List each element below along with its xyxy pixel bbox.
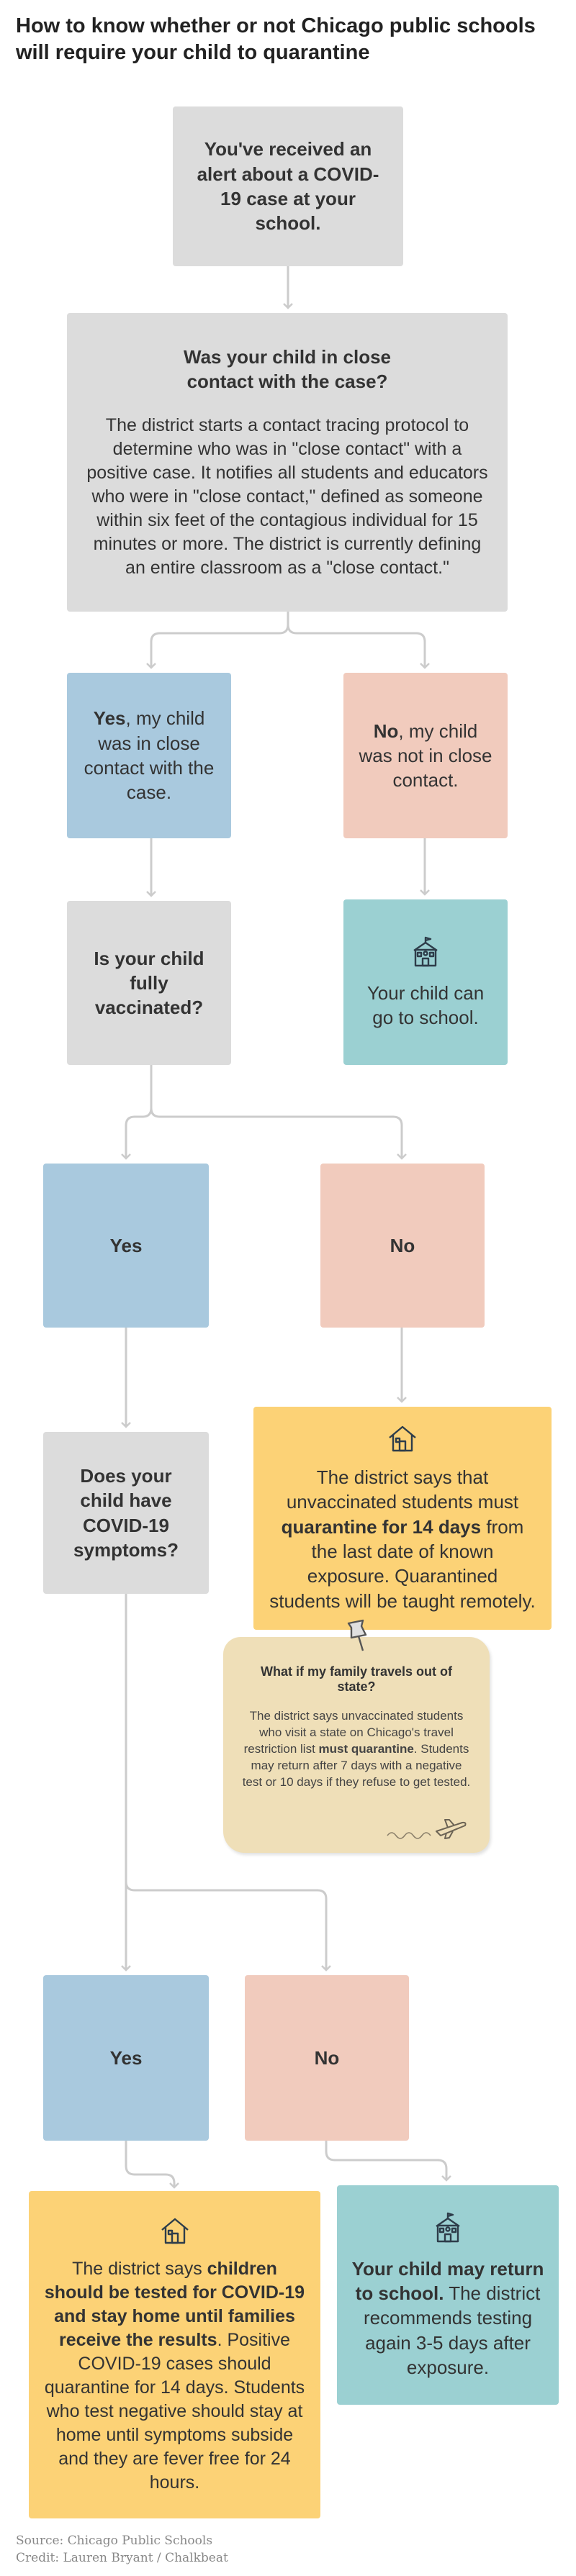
tested-pre: The district says — [72, 2258, 207, 2279]
symptoms-question: Does your child have COVID-19 symptoms? — [73, 1464, 179, 1561]
close-contact-box: Was your child in close contact with the… — [67, 313, 508, 612]
close-contact-question: Was your child in close contact with the… — [184, 345, 391, 392]
footer-credit: Credit: Lauren Bryant / Chalkbeat — [16, 2550, 228, 2565]
alert-box: You've received an alert about a COVID-1… — [173, 106, 403, 266]
no-contact-text: No, my child was not in close contact. — [356, 719, 495, 793]
symptoms-no-label: No — [314, 2046, 340, 2069]
vaccinated-yes-box: Yes — [43, 1164, 209, 1328]
tested-text: The district says children should be tes… — [43, 2257, 306, 2495]
quarantine-pre: The district says that unvaccinated stud… — [286, 1466, 519, 1513]
footer: Source: Chicago Public Schools Credit: L… — [16, 2533, 228, 2567]
yes-contact-box: Yes, my child was in close contact with … — [67, 673, 231, 838]
quarantine-post: from the last date of known exposure. Qu… — [269, 1515, 536, 1612]
no-contact-rest: , my child was not in close contact. — [359, 720, 492, 792]
pushpin-icon — [347, 1619, 367, 1651]
vaccinated-no-label: No — [390, 1234, 415, 1256]
symptoms-question-box: Does your child have COVID-19 symptoms? — [43, 1432, 209, 1594]
vaccinated-question: Is your child fully vaccinated? — [94, 947, 204, 1019]
travel-note-pre: The district says unvaccinated students … — [243, 1709, 464, 1756]
travel-note-bold: must quarantine — [318, 1742, 414, 1756]
vaccinated-question-box: Is your child fully vaccinated? — [67, 901, 231, 1065]
symptoms-yes-box: Yes — [43, 1975, 209, 2141]
return-box: Your child may return to school. The dis… — [337, 2185, 559, 2405]
symptoms-yes-label: Yes — [109, 2046, 143, 2069]
yes-contact-text: Yes, my child was in close contact with … — [80, 706, 218, 804]
no-contact-box: No, my child was not in close contact. — [343, 673, 508, 838]
travel-note-post: . Students may return after 7 days with … — [242, 1742, 471, 1790]
can-go-text: Your child can go to school. — [366, 981, 485, 1028]
close-contact-explanation: The district starts a contact tracing pr… — [86, 415, 488, 579]
house-icon — [389, 1425, 416, 1452]
travel-note: What if my family travels out of state? … — [223, 1637, 490, 1853]
return-bold: Your child may return to school. — [351, 2257, 544, 2305]
yes-contact-rest: , my child was in close contact with the… — [84, 707, 215, 804]
no-contact-bold: No — [373, 720, 399, 742]
travel-note-body: The district says unvaccinated students … — [242, 1707, 471, 1791]
page-title: How to know whether or not Chicago publi… — [16, 14, 536, 65]
can-go-box: Your child can go to school. — [343, 899, 508, 1065]
return-text: Your child may return to school. The dis… — [351, 2257, 544, 2380]
airplane-icon — [387, 1819, 467, 1839]
school-icon — [436, 2212, 460, 2242]
footer-source: Source: Chicago Public Schools — [16, 2534, 213, 2548]
yes-contact-bold: Yes — [93, 707, 126, 730]
quarantine-box: The district says that unvaccinated stud… — [253, 1407, 552, 1630]
travel-note-title: What if my family travels out of state? — [260, 1664, 453, 1694]
return-post: The district recommends testing again 3-… — [363, 2282, 541, 2378]
quarantine-text: The district says that unvaccinated stud… — [269, 1465, 536, 1613]
quarantine-bold: quarantine for 14 days — [281, 1515, 482, 1538]
tested-post: . Positive COVID-19 cases should quarant… — [44, 2329, 305, 2493]
school-icon — [413, 936, 438, 966]
tested-box: The district says children should be tes… — [29, 2191, 320, 2518]
vaccinated-yes-label: Yes — [109, 1234, 143, 1256]
alert-text: You've received an alert about a COVID-1… — [197, 138, 379, 235]
vaccinated-no-box: No — [320, 1164, 485, 1328]
tested-bold: children should be tested for COVID-19 a… — [44, 2258, 305, 2350]
house-icon — [161, 2218, 189, 2244]
symptoms-no-box: No — [245, 1975, 409, 2141]
